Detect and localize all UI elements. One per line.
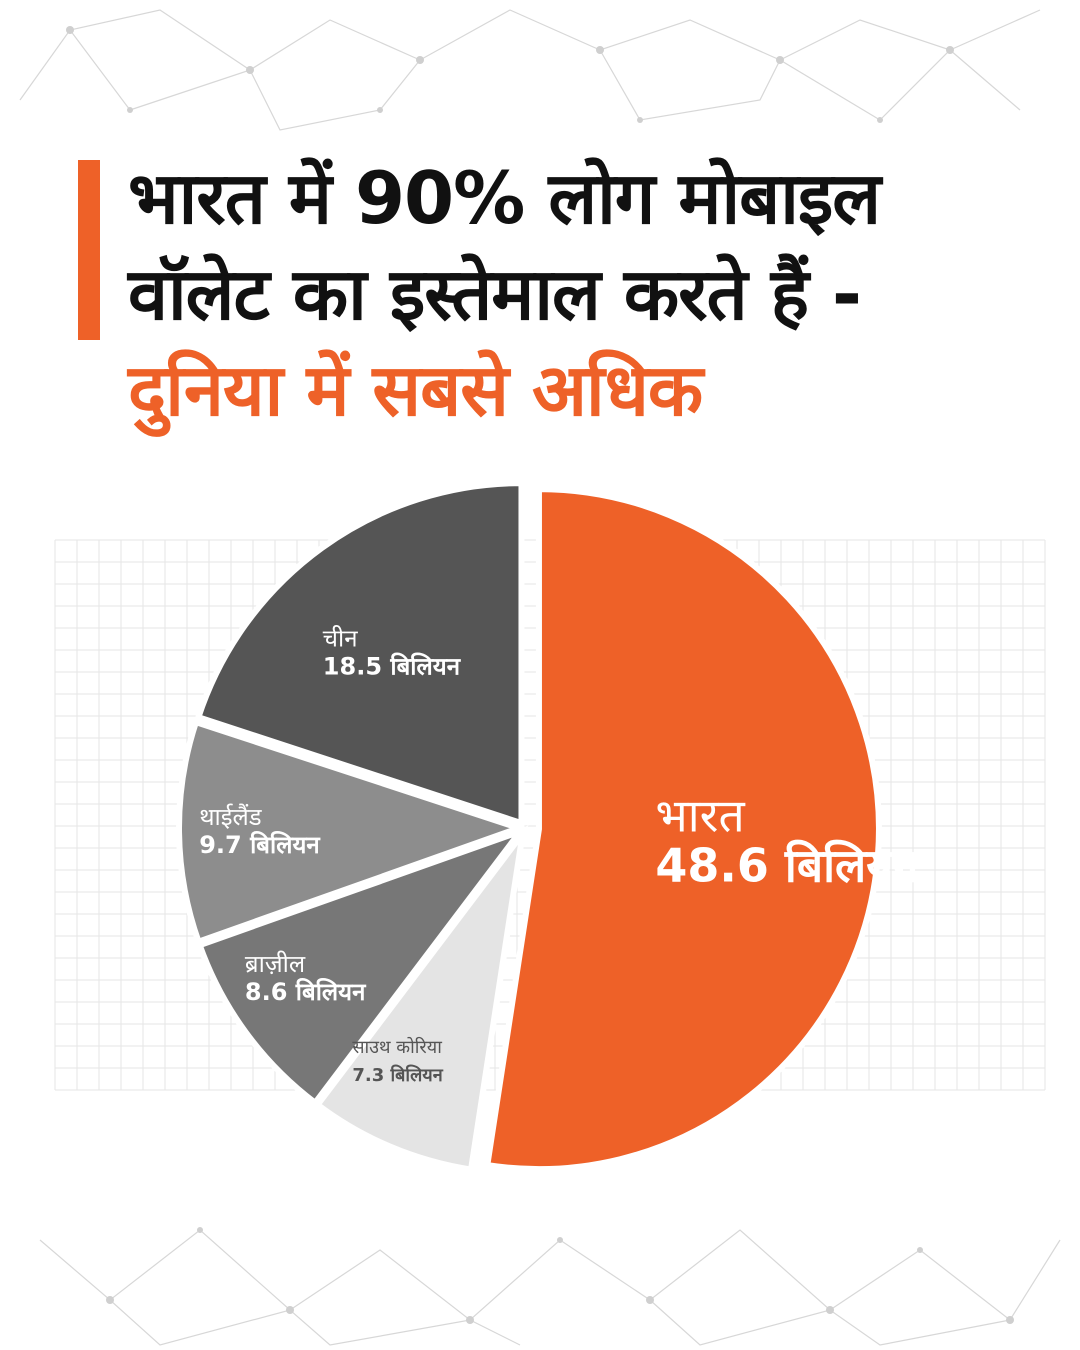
- page-title: भारत में 90% लोग मोबाइल वॉलेट का इस्तेमा…: [128, 150, 1058, 438]
- slice-label-name: ब्राज़ील: [245, 950, 306, 978]
- pie-slice-0: [483, 486, 882, 1173]
- slice-label-name: भारत: [655, 788, 745, 842]
- title-line-1: भारत में 90% लोग मोबाइल: [128, 156, 881, 240]
- pie-slice-3: [176, 718, 529, 946]
- title-line-3-highlight: दुनिया में सबसे अधिक: [128, 348, 703, 432]
- slice-label-value: 48.6 बिलियन: [655, 838, 919, 892]
- slice-label-name: साउथ कोरिया: [352, 1036, 442, 1058]
- slice-label-value: 18.5 बिलियन: [323, 652, 462, 680]
- slice-label-name: थाईलैंड: [199, 803, 263, 831]
- slice-label-value: 8.6 बिलियन: [245, 978, 367, 1006]
- slice-label-value: 9.7 बिलियन: [199, 831, 321, 859]
- title-accent-bar: [78, 160, 100, 340]
- pie-slice-1: [313, 831, 526, 1174]
- pie-slice-4: [194, 480, 525, 828]
- pie-slices: [176, 480, 882, 1174]
- title-line-2: वॉलेट का इस्तेमाल करते हैं -: [128, 252, 862, 336]
- slice-label-name: चीन: [323, 624, 358, 652]
- slice-label-value: 7.3 बिलियन: [352, 1064, 443, 1086]
- pie-slice-2: [195, 825, 529, 1107]
